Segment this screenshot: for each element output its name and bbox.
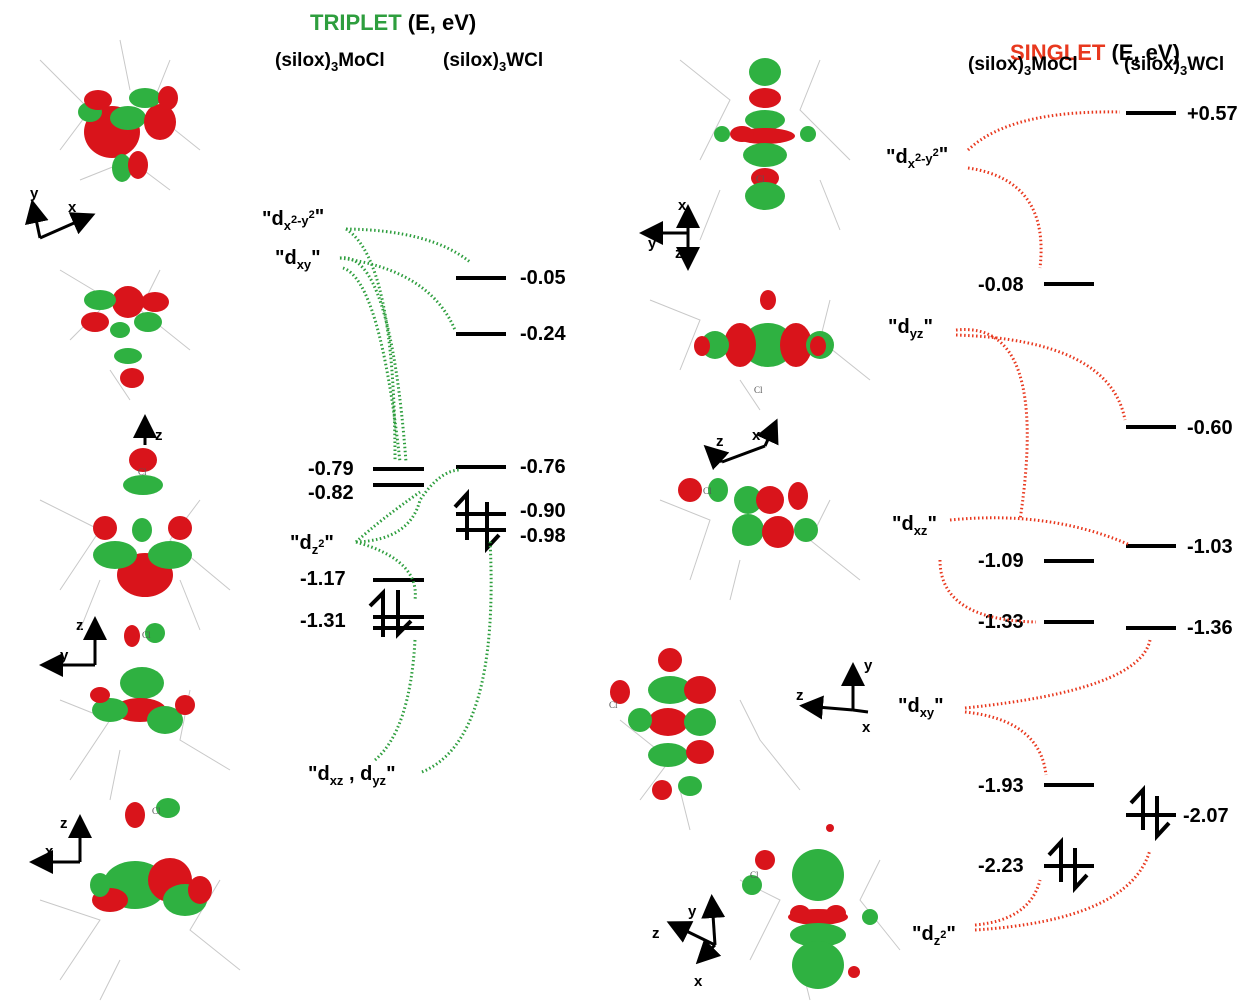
- svg-text:y: y: [30, 185, 39, 202]
- orbital-image-dyz-singlet: Cl: [649, 290, 871, 411]
- triplet-w-energy: -0.90: [520, 500, 566, 522]
- orbital-label-dx2-y2: "dx2-y2": [262, 206, 324, 233]
- svg-text:x: x: [694, 973, 703, 990]
- svg-text:x: x: [68, 199, 77, 216]
- svg-text:x: x: [45, 843, 54, 860]
- svg-text:z: z: [76, 617, 84, 634]
- svg-text:y: y: [60, 647, 69, 664]
- triplet-mo-levels: -0.79 -0.82 -1.17 -1.31: [300, 458, 424, 639]
- triplet-col-mo: (silox)3MoCl: [275, 50, 385, 74]
- singlet-mo-energy: -2.23: [978, 855, 1024, 877]
- triplet-header: TRIPLET (E, eV) (silox)3MoCl (silox)3WCl: [275, 10, 543, 74]
- triplet-title-word: TRIPLET: [310, 10, 402, 35]
- triplet-mo-energy: -0.82: [308, 482, 354, 504]
- orbital-image-dxz-singlet: Cl: [659, 478, 861, 601]
- orbital-label-dx2-y2: "dx2-y2": [886, 144, 948, 171]
- svg-text:Cl: Cl: [754, 385, 763, 395]
- svg-text:x: x: [752, 427, 761, 444]
- triplet-orbital-labels: "dx2-y2" "dxy" "dz2" "dxz , dyz": [262, 206, 396, 788]
- triplet-w-energy: -0.76: [520, 456, 566, 478]
- orbital-image-dxz-triplet: Cl: [59, 623, 231, 801]
- singlet-mo-energy: -1.09: [978, 550, 1024, 572]
- triplet-mo-energy: -1.17: [300, 568, 346, 590]
- singlet-w-energy: +0.57: [1187, 103, 1238, 125]
- orbital-label-dz2: "dz2": [912, 923, 956, 948]
- orbital-label-dxz-dyz: "dxz , dyz": [308, 763, 396, 788]
- orbital-image-dz2-triplet: Cl: [39, 448, 231, 631]
- singlet-w-energy: -1.03: [1187, 536, 1233, 558]
- singlet-mo-energy: -1.93: [978, 775, 1024, 797]
- singlet-w-levels: +0.57 -0.60 -1.03 -1.36 -2.07: [1126, 103, 1238, 842]
- svg-text:SINGLET (E, eV): SINGLET (E, eV): [1010, 40, 1180, 65]
- axis-labels: y x z z y z x x y z z x y z x y z x: [30, 185, 873, 990]
- electron-pair-icon: [1129, 784, 1171, 842]
- svg-text:z: z: [796, 687, 804, 704]
- axes-icon: [24, 199, 869, 965]
- orbital-label-dxz: "dxz": [892, 513, 937, 538]
- triplet-mo-energy: -1.31: [300, 610, 346, 632]
- electron-pair-icon: [1047, 836, 1089, 894]
- svg-text:z: z: [675, 245, 683, 262]
- triplet-title-rest: (E, eV): [402, 10, 477, 35]
- electron-pair-icon: [453, 488, 501, 554]
- orbital-image-dx2-y2-singlet: Cl: [679, 58, 851, 241]
- singlet-mo-levels: -0.08 -1.09 -1.33 -1.93 -2.23: [978, 274, 1094, 894]
- svg-text:Cl: Cl: [142, 630, 151, 640]
- orbital-label-dz2: "dz2": [290, 532, 334, 557]
- svg-text:y: y: [864, 657, 873, 674]
- triplet-w-energy: -0.98: [520, 525, 566, 547]
- singlet-w-energy: -0.60: [1187, 417, 1233, 439]
- svg-text:z: z: [652, 925, 660, 942]
- svg-text:y: y: [688, 903, 697, 920]
- triplet-w-energy: -0.24: [520, 323, 566, 345]
- electron-pair-icon: [368, 588, 413, 639]
- singlet-w-energy: -2.07: [1183, 805, 1229, 827]
- triplet-correlation-lines: [339, 227, 493, 774]
- orbital-image-dx2-y2-triplet: [39, 39, 201, 191]
- svg-text:Cl: Cl: [152, 806, 161, 816]
- triplet-w-levels: -0.05 -0.24 -0.76 -0.90 -0.98: [453, 267, 566, 554]
- singlet-orbital-labels: "dx2-y2" "dyz" "dxz" "dxy" "dz2": [886, 144, 956, 948]
- svg-text:z: z: [155, 427, 163, 444]
- orbital-label-dyz: "dyz": [888, 316, 933, 341]
- orbital-label-dxy: "dxy": [275, 247, 321, 272]
- svg-text:z: z: [60, 815, 68, 832]
- singlet-title-rest: (E, eV): [1105, 40, 1180, 65]
- triplet-w-energy: -0.05: [520, 267, 566, 289]
- singlet-header: SINGLET (E, eV) (silox)3MoCl (silox)3WCl: [968, 40, 1224, 78]
- svg-text:Cl: Cl: [750, 870, 759, 880]
- svg-text:Cl: Cl: [756, 174, 765, 184]
- orbital-image-dxy-singlet: Cl: [609, 648, 801, 831]
- triplet-col-w: (silox)3WCl: [443, 50, 543, 74]
- orbital-image-dxy-triplet: [59, 269, 191, 401]
- singlet-mo-energy: -0.08: [978, 274, 1024, 296]
- svg-text:Cl: Cl: [138, 467, 147, 477]
- singlet-title-word: SINGLET: [1010, 40, 1106, 65]
- svg-text:y: y: [648, 235, 657, 252]
- orbital-image-dz2-singlet: Cl: [739, 824, 901, 1001]
- singlet-col-w: (silox)3WCl: [1124, 54, 1224, 78]
- triplet-mo-energy: -0.79: [308, 458, 354, 480]
- orbital-label-dxy: "dxy": [898, 695, 944, 720]
- orbital-image-dyz-triplet: Cl: [39, 798, 241, 1001]
- svg-text:Cl: Cl: [609, 700, 618, 710]
- svg-text:z: z: [716, 433, 724, 450]
- svg-text:TRIPLET (E, eV): TRIPLET (E, eV): [310, 10, 476, 35]
- svg-text:x: x: [862, 719, 871, 736]
- singlet-correlation-lines: [938, 110, 1152, 932]
- singlet-w-energy: -1.36: [1187, 617, 1233, 639]
- svg-text:Cl: Cl: [703, 486, 712, 496]
- singlet-mo-energy: -1.33: [978, 611, 1024, 633]
- singlet-col-mo: (silox)3MoCl: [968, 54, 1078, 78]
- svg-text:x: x: [678, 197, 687, 214]
